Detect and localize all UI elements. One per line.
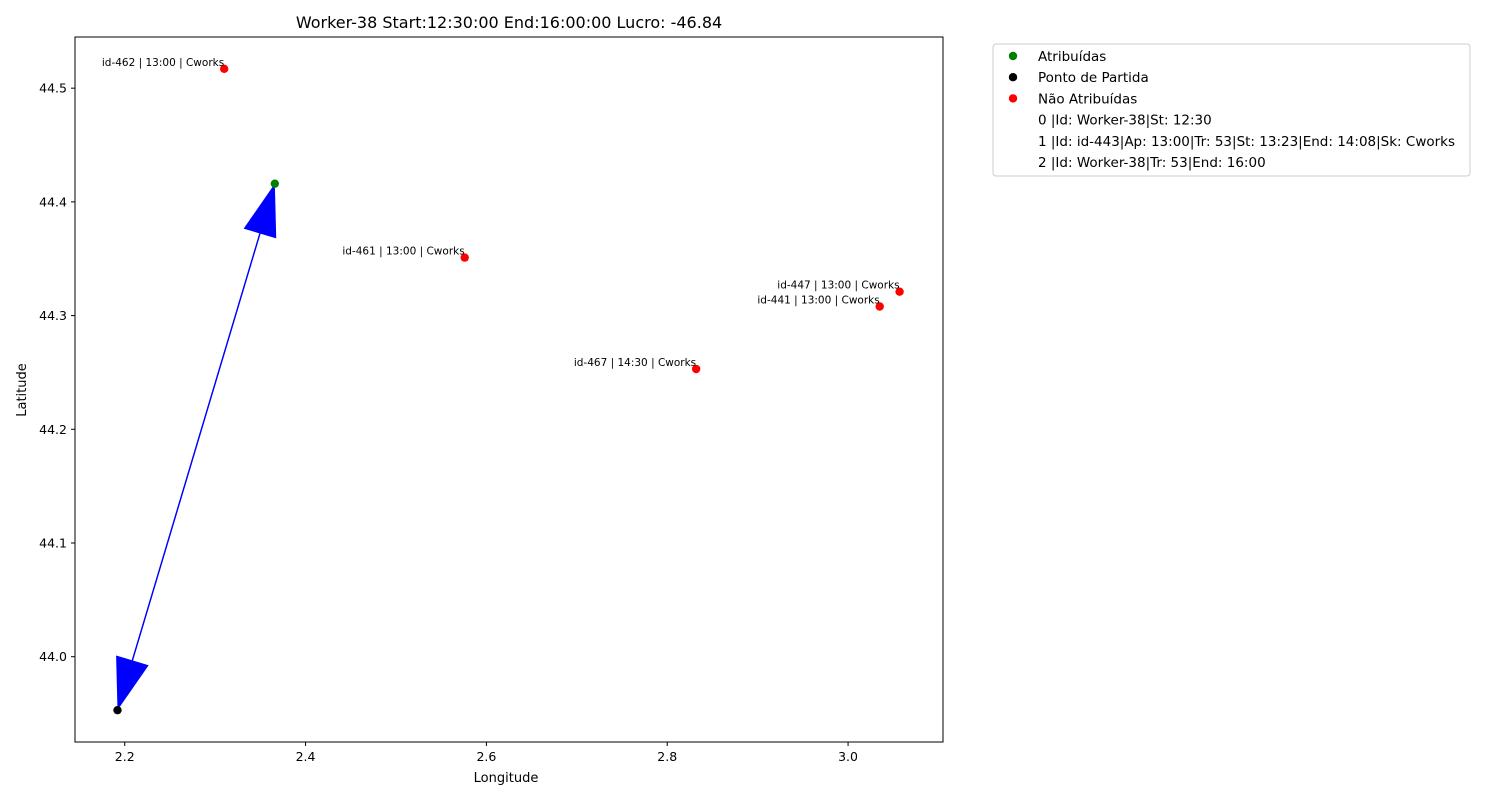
legend-entry: 0 |Id: Worker-38|St: 12:30 bbox=[1038, 113, 1212, 129]
point-label: id-441 | 13:00 | Cworks bbox=[757, 294, 879, 306]
x-axis-label: Longitude bbox=[474, 771, 539, 786]
point-nao-atribuidas bbox=[219, 64, 229, 74]
x-tick-label: 2.6 bbox=[476, 749, 496, 764]
legend-marker bbox=[1008, 94, 1018, 103]
y-tick-label: 44.2 bbox=[39, 422, 67, 437]
point-nao-atribuidas bbox=[895, 287, 904, 296]
y-tick-label: 44.3 bbox=[39, 308, 67, 323]
point-label: id-461 | 13:00 | Cworks bbox=[342, 246, 464, 258]
legend-entry: 2 |Id: Worker-38|Tr: 53|End: 16:00 bbox=[1038, 155, 1266, 171]
route-arrow-head bbox=[243, 183, 277, 239]
y-tick-label: 44.0 bbox=[39, 649, 67, 664]
x-tick-label: 2.8 bbox=[657, 749, 677, 764]
legend-marker bbox=[1008, 51, 1018, 61]
chart-title: Worker-38 Start:12:30:00 End:16:00:00 Lu… bbox=[296, 13, 722, 32]
point-nao-atribuidas bbox=[691, 364, 701, 374]
legend-box bbox=[992, 43, 1471, 177]
point-nao-atribuidas bbox=[460, 253, 469, 262]
data-points bbox=[113, 64, 904, 715]
x-tick-label: 2.2 bbox=[115, 749, 135, 764]
point-labels: id-462 | 13:00 | Cworks id-461 | 13:00 | … bbox=[102, 57, 900, 369]
legend-entry: Não Atribuídas bbox=[1038, 91, 1137, 107]
legend-entry: Atribuídas bbox=[1038, 49, 1106, 65]
y-axis-label: Latitude bbox=[15, 363, 30, 417]
y-tick-label: 44.4 bbox=[39, 194, 67, 209]
route-arrow-line bbox=[131, 183, 276, 661]
point-label: id-462 | 13:00 | Cworks bbox=[102, 57, 224, 69]
route-arrows bbox=[116, 183, 277, 711]
x-tick-label: 3.0 bbox=[838, 749, 858, 764]
x-axis: 2.2 2.4 2.6 2.8 3.0 bbox=[115, 742, 858, 764]
legend: Atribuídas Ponto de Partida Não Atribuídas… bbox=[992, 43, 1471, 177]
legend-entry: 1 |Id: id-443|Ap: 13:00|Tr: 53|St: 13:23… bbox=[1038, 134, 1455, 150]
legend-entry: Ponto de Partida bbox=[1038, 70, 1149, 86]
y-tick-label: 44.5 bbox=[39, 81, 67, 96]
point-nao-atribuidas bbox=[875, 302, 884, 311]
point-ponto-de-partida bbox=[113, 705, 122, 715]
legend-marker bbox=[1008, 73, 1018, 82]
point-label: id-447 | 13:00 | Cworks bbox=[777, 280, 899, 292]
x-tick-label: 2.4 bbox=[296, 749, 316, 764]
point-atribuidas bbox=[270, 179, 280, 188]
y-tick-label: 44.1 bbox=[39, 536, 67, 551]
point-label: id-467 | 14:30 | Cworks bbox=[574, 357, 696, 369]
y-axis: 44.0 44.1 44.2 44.3 44.4 44.5 bbox=[39, 81, 75, 664]
plot-area bbox=[74, 36, 944, 743]
route-arrow-head bbox=[116, 655, 149, 711]
